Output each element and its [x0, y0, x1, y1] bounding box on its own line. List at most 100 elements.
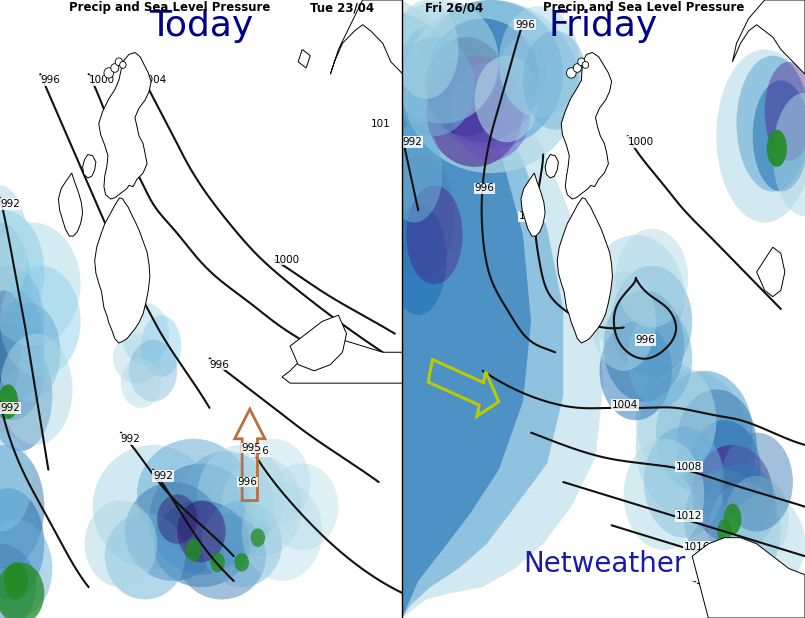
Text: 992: 992	[402, 137, 422, 147]
Ellipse shape	[125, 482, 221, 581]
Text: 996: 996	[636, 335, 655, 345]
Ellipse shape	[153, 501, 250, 587]
Ellipse shape	[0, 334, 72, 445]
Text: 996: 996	[475, 184, 494, 193]
Text: 992: 992	[0, 403, 20, 413]
Ellipse shape	[0, 321, 20, 396]
Ellipse shape	[475, 56, 539, 142]
Ellipse shape	[201, 501, 282, 587]
Ellipse shape	[0, 562, 44, 618]
Ellipse shape	[407, 185, 463, 284]
Ellipse shape	[588, 235, 684, 358]
Ellipse shape	[567, 68, 576, 78]
Ellipse shape	[600, 321, 672, 420]
Ellipse shape	[0, 210, 44, 334]
Ellipse shape	[149, 464, 254, 575]
Ellipse shape	[250, 528, 265, 547]
Polygon shape	[59, 173, 83, 236]
Text: Friday: Friday	[549, 9, 658, 43]
Ellipse shape	[113, 334, 161, 383]
Ellipse shape	[137, 439, 250, 550]
Polygon shape	[298, 49, 310, 68]
Ellipse shape	[592, 272, 656, 371]
Ellipse shape	[266, 464, 338, 550]
Ellipse shape	[656, 371, 753, 494]
Ellipse shape	[0, 222, 80, 346]
Ellipse shape	[177, 513, 266, 599]
Ellipse shape	[177, 501, 225, 562]
Ellipse shape	[616, 229, 688, 328]
Ellipse shape	[386, 124, 443, 222]
Ellipse shape	[93, 445, 213, 569]
Ellipse shape	[0, 445, 44, 569]
Ellipse shape	[390, 154, 455, 278]
Ellipse shape	[578, 58, 585, 66]
Ellipse shape	[0, 266, 80, 377]
Ellipse shape	[499, 37, 547, 111]
Ellipse shape	[0, 266, 44, 377]
Text: 1016: 1016	[684, 542, 711, 552]
Ellipse shape	[717, 519, 732, 544]
Text: 996: 996	[237, 477, 258, 487]
Ellipse shape	[0, 303, 60, 402]
Ellipse shape	[499, 6, 580, 117]
Polygon shape	[83, 154, 96, 178]
Text: Netweather: Netweather	[523, 550, 685, 578]
Ellipse shape	[141, 315, 181, 377]
Ellipse shape	[0, 488, 44, 599]
Ellipse shape	[221, 457, 302, 556]
Ellipse shape	[773, 93, 805, 216]
Ellipse shape	[394, 37, 475, 136]
Ellipse shape	[720, 433, 793, 531]
Text: 1000: 1000	[274, 255, 300, 265]
Ellipse shape	[234, 553, 249, 572]
Polygon shape	[561, 53, 612, 199]
Ellipse shape	[0, 321, 44, 420]
Polygon shape	[521, 173, 545, 236]
Ellipse shape	[0, 384, 19, 419]
Ellipse shape	[105, 513, 185, 599]
Polygon shape	[95, 198, 150, 343]
Text: Today: Today	[149, 9, 254, 43]
Ellipse shape	[582, 61, 588, 69]
Polygon shape	[282, 340, 402, 383]
Ellipse shape	[688, 420, 761, 519]
Ellipse shape	[737, 56, 805, 192]
Ellipse shape	[419, 0, 564, 148]
Ellipse shape	[676, 389, 757, 501]
Text: Fri 26/04: Fri 26/04	[425, 1, 484, 14]
Ellipse shape	[111, 64, 119, 72]
Ellipse shape	[427, 19, 539, 142]
Ellipse shape	[704, 464, 777, 550]
Text: 1000: 1000	[519, 211, 545, 221]
Ellipse shape	[692, 445, 773, 544]
Text: 101: 101	[370, 119, 390, 129]
Text: 996: 996	[250, 446, 270, 456]
Ellipse shape	[197, 445, 286, 544]
Ellipse shape	[4, 562, 28, 599]
Ellipse shape	[766, 130, 786, 167]
Text: 1008: 1008	[676, 462, 702, 472]
Ellipse shape	[0, 290, 24, 377]
Polygon shape	[330, 0, 402, 74]
Polygon shape	[545, 154, 559, 178]
Text: -1020-: -1020-	[692, 576, 726, 586]
Ellipse shape	[390, 204, 447, 315]
Ellipse shape	[115, 58, 122, 66]
Ellipse shape	[0, 222, 32, 371]
Text: 1004: 1004	[141, 75, 167, 85]
Ellipse shape	[624, 439, 704, 550]
Ellipse shape	[0, 290, 44, 402]
Ellipse shape	[628, 309, 692, 408]
Ellipse shape	[573, 64, 581, 72]
Ellipse shape	[523, 31, 588, 130]
Ellipse shape	[684, 470, 765, 569]
Ellipse shape	[644, 426, 724, 538]
Ellipse shape	[724, 476, 789, 562]
Text: 996: 996	[515, 20, 535, 30]
Ellipse shape	[0, 185, 28, 309]
Ellipse shape	[177, 451, 274, 562]
Polygon shape	[290, 315, 346, 371]
Ellipse shape	[237, 439, 310, 525]
Text: 1004: 1004	[612, 400, 638, 410]
